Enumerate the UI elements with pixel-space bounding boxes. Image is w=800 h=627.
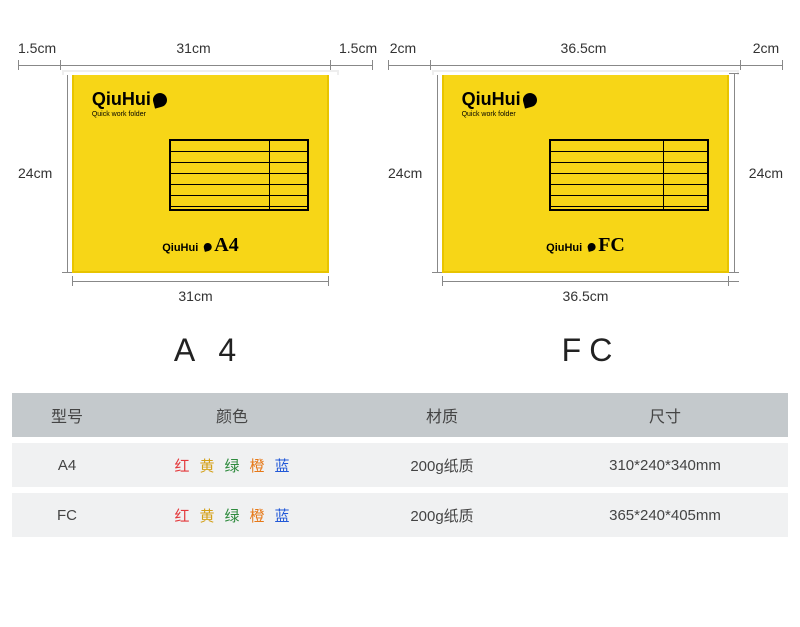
color-swatch: 红	[174, 508, 189, 525]
brand-tagline: Quick work folder	[92, 111, 146, 118]
tab-left-dim: 1.5cm	[18, 40, 48, 56]
hanger-rail	[432, 70, 740, 75]
diagram-fc: 2cm 36.5cm 2cm 24cm QiuHui Quick work fo…	[388, 40, 783, 304]
height-label-right: 24cm	[739, 165, 783, 181]
color-swatch: 橙	[250, 458, 265, 475]
dim-line-top-fc	[388, 60, 783, 70]
table-row: FC红黄绿橙蓝200g纸质365*240*405mm	[12, 493, 788, 537]
dim-line-left	[62, 73, 72, 273]
th-color: 颜色	[122, 403, 342, 427]
size-label-a4: QiuHui A4	[162, 234, 239, 257]
hanger-rail	[62, 70, 339, 75]
thumb-icon-small	[202, 242, 212, 252]
dim-line-right	[729, 73, 739, 273]
size-label-fc: QiuHui FC	[546, 234, 625, 257]
dim-line-top-a4	[18, 60, 373, 70]
bottom-width-fc: 36.5cm	[388, 288, 783, 304]
th-model: 型号	[12, 403, 122, 427]
folder-fc: QiuHui Quick work folder QiuHui FC	[442, 73, 730, 273]
tab-right-dim: 2cm	[749, 40, 783, 56]
top-dimensions-fc: 2cm 36.5cm 2cm	[388, 40, 783, 56]
folder-a4: QiuHui Quick work folder QiuHui A4	[72, 73, 329, 273]
diagram-a4: 1.5cm 31cm 1.5cm 24cm QiuHui Quick work …	[18, 40, 373, 304]
cell-size: 310*240*340mm	[542, 457, 788, 474]
brand-tagline: Quick work folder	[462, 111, 516, 118]
thumb-icon-small	[586, 242, 596, 252]
height-label-left: 24cm	[388, 165, 432, 181]
big-label-fc: FC	[400, 332, 782, 369]
cell-material: 200g纸质	[342, 505, 542, 526]
color-swatch: 绿	[224, 508, 239, 525]
label-grid	[549, 139, 709, 211]
top-dimensions-a4: 1.5cm 31cm 1.5cm	[18, 40, 373, 56]
thumb-icon	[151, 92, 168, 109]
tab-right-dim: 1.5cm	[339, 40, 373, 56]
table-header-row: 型号 颜色 材质 尺寸	[12, 393, 788, 437]
cell-size: 365*240*405mm	[542, 507, 788, 524]
height-label-left: 24cm	[18, 165, 62, 181]
color-swatch: 黄	[199, 458, 214, 475]
color-swatch: 蓝	[275, 508, 290, 525]
dim-line-bot-a4	[18, 276, 373, 286]
color-swatch: 蓝	[275, 458, 290, 475]
dim-line-left	[432, 73, 442, 273]
width-dim: 31cm	[48, 40, 339, 56]
cell-colors: 红黄绿橙蓝	[122, 455, 342, 476]
label-grid	[169, 139, 309, 211]
dim-line-bot-fc	[388, 276, 783, 286]
table-row: A4红黄绿橙蓝200g纸质310*240*340mm	[12, 443, 788, 487]
th-size: 尺寸	[542, 403, 788, 427]
diagrams-area: 1.5cm 31cm 1.5cm 24cm QiuHui Quick work …	[0, 0, 800, 304]
th-material: 材质	[342, 403, 542, 427]
color-swatch: 绿	[224, 458, 239, 475]
thumb-icon	[521, 92, 538, 109]
color-swatch: 橙	[250, 508, 265, 525]
cell-model: A4	[12, 457, 122, 474]
cell-material: 200g纸质	[342, 455, 542, 476]
cell-model: FC	[12, 507, 122, 524]
brand-logo: QiuHui	[92, 89, 167, 110]
big-labels-row: A 4 FC	[0, 332, 800, 369]
width-dim: 36.5cm	[418, 40, 749, 56]
tab-left-dim: 2cm	[388, 40, 418, 56]
color-swatch: 黄	[199, 508, 214, 525]
bottom-width-a4: 31cm	[18, 288, 373, 304]
brand-logo: QiuHui	[462, 89, 537, 110]
cell-colors: 红黄绿橙蓝	[122, 505, 342, 526]
big-label-a4: A 4	[18, 332, 400, 369]
spec-table: 型号 颜色 材质 尺寸 A4红黄绿橙蓝200g纸质310*240*340mmFC…	[12, 393, 788, 537]
color-swatch: 红	[174, 458, 189, 475]
